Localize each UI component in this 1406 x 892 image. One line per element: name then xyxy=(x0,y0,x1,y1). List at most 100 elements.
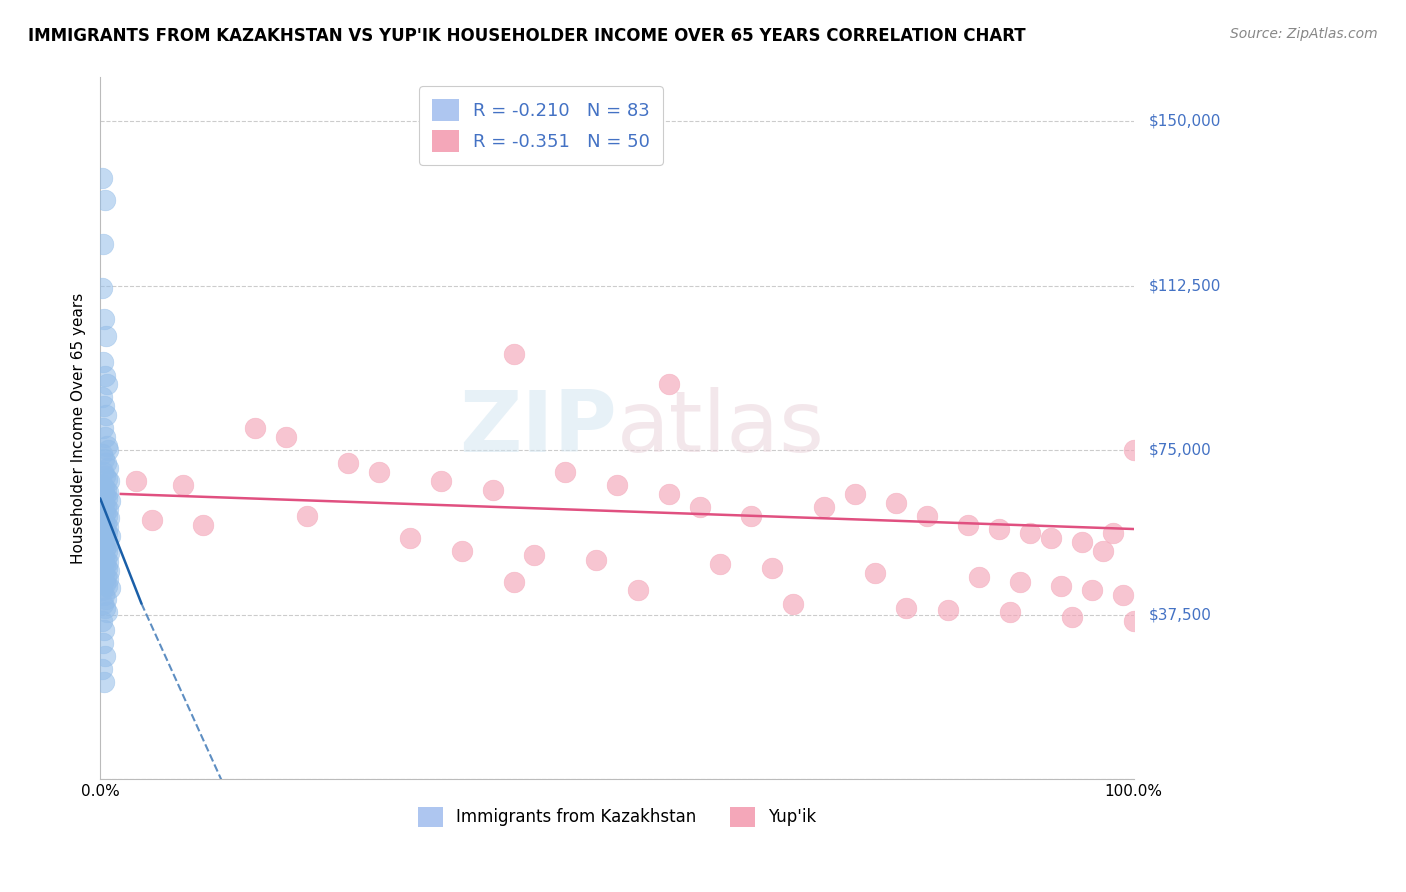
Point xyxy=(98,511,121,525)
Point xyxy=(276,430,298,444)
Point xyxy=(1050,579,1073,593)
Point xyxy=(96,544,118,558)
Point xyxy=(94,368,117,383)
Point xyxy=(1081,583,1104,598)
Point xyxy=(96,377,118,392)
Point xyxy=(94,649,117,664)
Point xyxy=(96,508,118,523)
Point xyxy=(94,469,117,483)
Point xyxy=(502,346,524,360)
Text: Source: ZipAtlas.com: Source: ZipAtlas.com xyxy=(1230,27,1378,41)
Point xyxy=(96,535,118,549)
Point xyxy=(91,574,114,589)
Point xyxy=(337,456,360,470)
Text: $75,000: $75,000 xyxy=(1149,442,1212,458)
Point xyxy=(94,524,117,539)
Point xyxy=(844,487,866,501)
Point xyxy=(740,508,762,523)
Point xyxy=(94,193,117,207)
Text: atlas: atlas xyxy=(617,386,825,470)
Point xyxy=(97,484,120,499)
Point xyxy=(761,561,783,575)
Point xyxy=(936,603,959,617)
Point xyxy=(1039,531,1062,545)
Point xyxy=(96,491,118,506)
Point xyxy=(93,568,115,582)
Point xyxy=(1122,443,1144,458)
Point xyxy=(96,605,118,619)
Point xyxy=(813,500,835,514)
Point xyxy=(91,540,114,554)
Point xyxy=(93,550,115,565)
Point xyxy=(94,489,117,503)
Point xyxy=(243,421,266,435)
Point xyxy=(1102,526,1125,541)
Point xyxy=(482,483,505,497)
Point xyxy=(915,508,938,523)
Point xyxy=(91,355,114,369)
Point xyxy=(91,487,114,501)
Point xyxy=(626,583,648,598)
Point xyxy=(96,500,118,514)
Text: $37,500: $37,500 xyxy=(1149,607,1212,622)
Text: $112,500: $112,500 xyxy=(1149,278,1222,293)
Point xyxy=(96,570,118,584)
Point xyxy=(96,517,118,532)
Point xyxy=(91,496,114,510)
Point xyxy=(430,474,453,488)
Point xyxy=(91,171,114,186)
Point xyxy=(93,588,115,602)
Point xyxy=(91,614,114,628)
Point xyxy=(97,520,120,534)
Point xyxy=(91,636,114,650)
Point xyxy=(97,555,120,569)
Point xyxy=(96,592,118,607)
Point xyxy=(97,573,120,587)
Point xyxy=(657,377,679,392)
Point xyxy=(1122,614,1144,628)
Point xyxy=(1091,544,1114,558)
Point xyxy=(91,566,114,580)
Point xyxy=(554,465,576,479)
Point xyxy=(957,517,980,532)
Point xyxy=(450,544,472,558)
Point xyxy=(91,597,114,611)
Text: $150,000: $150,000 xyxy=(1149,114,1222,128)
Point xyxy=(91,448,114,462)
Point xyxy=(863,566,886,580)
Point xyxy=(93,498,115,512)
Point xyxy=(96,456,118,470)
Point xyxy=(93,399,115,413)
Point xyxy=(172,478,194,492)
Point xyxy=(125,474,148,488)
Point xyxy=(91,513,114,527)
Point xyxy=(91,504,114,518)
Point xyxy=(93,516,115,530)
Point xyxy=(91,478,114,492)
Point xyxy=(96,408,118,422)
Point xyxy=(523,549,546,563)
Point xyxy=(896,601,918,615)
Point xyxy=(91,531,114,545)
Point xyxy=(689,500,711,514)
Point xyxy=(91,421,114,435)
Point xyxy=(91,522,114,536)
Point xyxy=(193,517,215,532)
Point xyxy=(94,430,117,444)
Point xyxy=(97,443,120,458)
Point xyxy=(93,533,115,547)
Point xyxy=(97,460,120,475)
Point xyxy=(96,561,118,575)
Point xyxy=(502,574,524,589)
Point xyxy=(91,662,114,676)
Y-axis label: Householder Income Over 65 years: Householder Income Over 65 years xyxy=(72,293,86,564)
Point xyxy=(141,513,163,527)
Point xyxy=(97,502,120,516)
Point xyxy=(368,465,391,479)
Text: IMMIGRANTS FROM KAZAKHSTAN VS YUP'IK HOUSEHOLDER INCOME OVER 65 YEARS CORRELATIO: IMMIGRANTS FROM KAZAKHSTAN VS YUP'IK HOU… xyxy=(28,27,1026,45)
Point xyxy=(1070,535,1092,549)
Point xyxy=(782,597,804,611)
Point xyxy=(91,281,114,295)
Point xyxy=(100,528,122,542)
Point xyxy=(1019,526,1042,541)
